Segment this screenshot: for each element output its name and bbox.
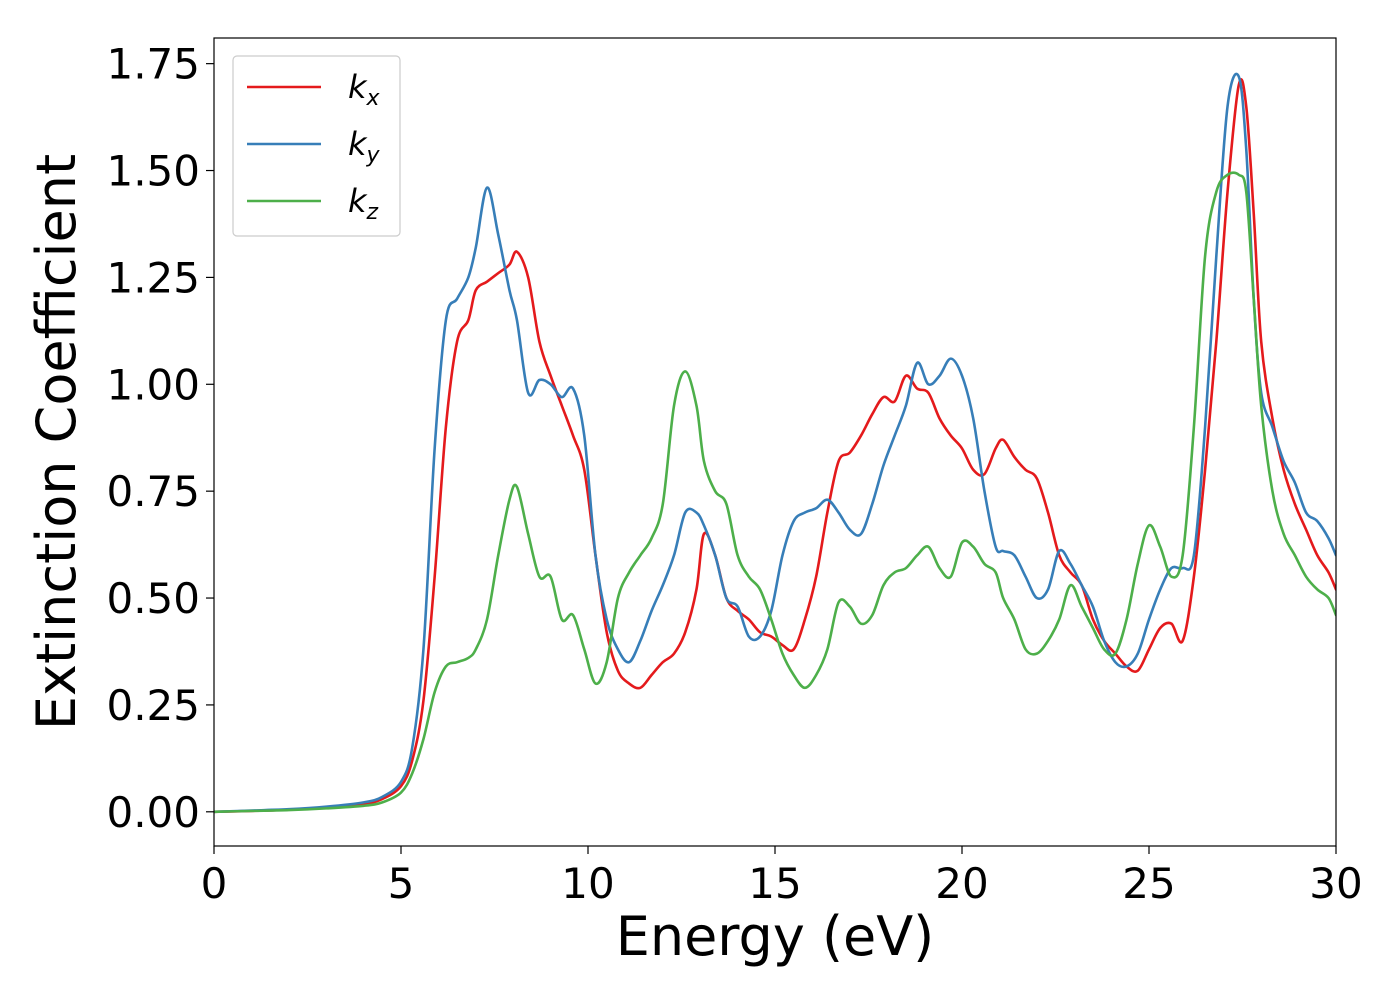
legend-box	[232, 55, 401, 237]
x-tick-label: 0	[201, 859, 228, 908]
y-tick-label: 1.00	[106, 360, 200, 409]
y-tick-label: 0.25	[106, 681, 200, 730]
series-line-x	[214, 78, 1336, 814]
x-tick-label: 30	[1309, 859, 1362, 908]
series-layer	[214, 72, 1336, 814]
x-axis: 0 5 10 15 20 25 30	[201, 846, 1363, 908]
x-tick-label: 20	[935, 859, 988, 908]
legend: kx ky kz	[232, 55, 401, 237]
y-axis: 0.00 0.25 0.50 0.75 1.00 1.25 1.50 1.75	[106, 40, 214, 837]
legend-label-y: ky	[348, 125, 381, 168]
x-tick-label: 25	[1122, 859, 1175, 908]
x-tick-label: 15	[748, 859, 801, 908]
y-axis-title: Extinction Coefficient	[25, 154, 88, 730]
x-tick-label: 10	[561, 859, 614, 908]
y-tick-label: 0.50	[106, 574, 200, 623]
series-line-z	[214, 171, 1336, 814]
y-tick-label: 1.25	[106, 253, 200, 302]
legend-label-x: kx	[348, 68, 381, 111]
series-line-y	[214, 72, 1336, 814]
y-tick-label: 0.00	[106, 788, 200, 837]
x-axis-title: Energy (eV)	[616, 905, 935, 968]
x-tick-label: 5	[388, 859, 415, 908]
y-tick-label: 0.75	[106, 467, 200, 516]
y-tick-label: 1.75	[106, 40, 200, 89]
y-tick-label: 1.50	[106, 147, 200, 196]
legend-label-z: kz	[348, 182, 379, 225]
